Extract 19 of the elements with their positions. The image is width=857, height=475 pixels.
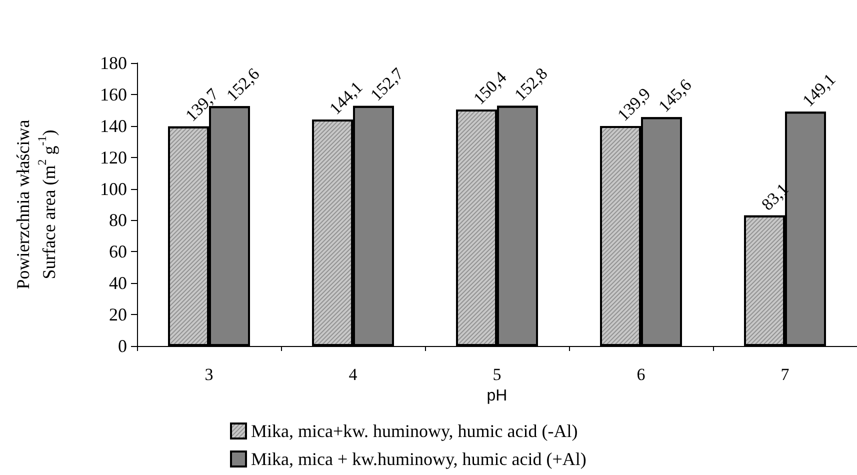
y-tick-label: 140 (100, 116, 127, 136)
x-tick-label: 7 (780, 365, 790, 384)
x-tick-label: 4 (348, 365, 358, 384)
data-label: 83,1 (758, 180, 792, 214)
legend-label: Mika, mica + kw.huminowy, humic acid (+Al) (251, 449, 586, 469)
y-tick-label: 80 (109, 210, 127, 230)
y-tick-label: 100 (100, 178, 127, 199)
y-tick-label: 180 (100, 53, 127, 73)
x-tick-label: 3 (204, 365, 214, 384)
x-tick-label: 6 (636, 365, 646, 384)
legend-label: Mika, mica+kw. huminowy, humic acid (-Al) (251, 421, 578, 441)
y-tick-label: 160 (100, 84, 127, 104)
y-tick-label: 0 (118, 336, 127, 356)
y-tick-label: 120 (100, 147, 127, 168)
y-tick-label: 40 (109, 273, 127, 294)
x-axis-title: pH (486, 387, 508, 404)
y-tick-label: 60 (109, 242, 127, 262)
x-tick-label: 5 (492, 365, 502, 384)
y-tick-label: 20 (109, 304, 127, 325)
